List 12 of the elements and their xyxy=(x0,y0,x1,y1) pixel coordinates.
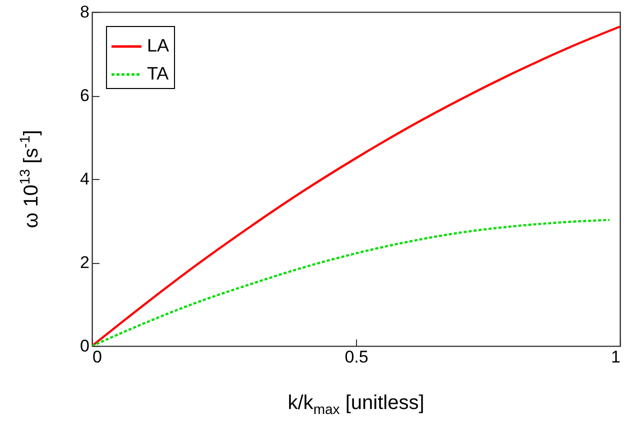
y-tick-label: 8 xyxy=(80,2,90,22)
y-tick-label: 4 xyxy=(80,170,90,188)
line-series xyxy=(92,218,611,346)
line-series xyxy=(92,26,620,346)
x-tick-label: 0.5 xyxy=(344,348,368,366)
x-axis-title: k/k$_{max}$ [unitless] xyxy=(286,392,426,417)
y-tick-label: 2 xyxy=(80,253,90,272)
x-tick-label: 0 xyxy=(92,348,102,366)
x-tick-label: 1 xyxy=(611,348,620,366)
legend-label: TA xyxy=(147,64,169,84)
legend-label: LA xyxy=(147,36,170,56)
y-tick-label: 6 xyxy=(80,86,90,105)
